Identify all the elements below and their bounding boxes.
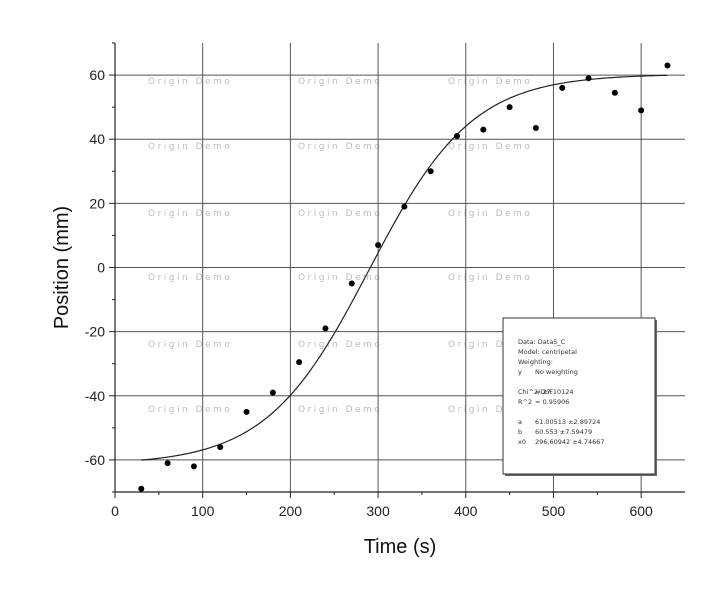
- stats-label: Data: Data5_C: [518, 338, 566, 346]
- x-tick-label: 400: [454, 503, 478, 519]
- stats-label: R^2: [518, 398, 532, 406]
- watermark-text: Origin Demo: [298, 273, 382, 283]
- fit-stats-box: Data: Data5_C Model: centripetal Weighting…: [502, 317, 657, 476]
- stats-value: 60.553 ±7.59479: [535, 428, 592, 436]
- stats-label: Chi^2/DoF: [518, 388, 553, 396]
- stats-label: y: [518, 368, 522, 376]
- watermark-text: Origin Demo: [448, 77, 532, 87]
- stats-value: 61.00513 ±2.89724: [535, 418, 600, 426]
- watermark-text: Origin Demo: [448, 142, 532, 152]
- stats-value: 296.60942 ±4.74667: [535, 438, 605, 446]
- x-tick-label: 100: [191, 503, 215, 519]
- watermark-text: Origin Demo: [448, 405, 532, 415]
- data-point: [348, 280, 355, 287]
- data-point: [217, 444, 224, 451]
- stats-label: x0: [518, 438, 526, 446]
- x-tick-label: 300: [366, 503, 390, 519]
- watermark-text: Origin Demo: [448, 209, 532, 219]
- y-tick-label: 40: [89, 131, 105, 147]
- data-point: [506, 104, 513, 111]
- watermark-layer: Origin Demo Origin Demo Origin Demo Origin …: [148, 77, 532, 415]
- data-point: [322, 325, 329, 332]
- data-point: [164, 460, 171, 467]
- watermark-text: Origin Demo: [298, 340, 382, 350]
- x-tick-label: 0: [111, 503, 119, 519]
- stats-label: Weighting:: [518, 358, 553, 366]
- axes: 0 100 200 300 400 500 600 -60 -40 -20 0 20 40 60: [85, 42, 653, 519]
- watermark-text: Origin Demo: [148, 340, 232, 350]
- y-tick-label: 0: [97, 260, 105, 276]
- data-point: [532, 124, 539, 131]
- data-point: [375, 242, 382, 249]
- watermark-text: Origin Demo: [148, 209, 232, 219]
- y-tick-label: 60: [89, 67, 105, 83]
- stats-label: Model: centripetal: [518, 348, 577, 356]
- data-point: [427, 168, 434, 175]
- watermark-text: Origin Demo: [298, 209, 382, 219]
- data-point: [190, 463, 197, 470]
- stats-value: = 27.10124: [535, 388, 574, 396]
- x-tick-label: 200: [279, 503, 303, 519]
- data-point: [480, 126, 487, 133]
- watermark-text: Origin Demo: [148, 142, 232, 152]
- stats-value: = 0.95906: [535, 398, 569, 406]
- stats-box-frame: [502, 317, 656, 475]
- stats-label: b: [518, 428, 522, 436]
- watermark-text: Origin Demo: [148, 77, 232, 87]
- watermark-text: Origin Demo: [148, 405, 232, 415]
- watermark-text: Origin Demo: [148, 273, 232, 283]
- data-point: [559, 84, 566, 91]
- watermark-text: Origin Demo: [298, 77, 382, 87]
- y-tick-label: -20: [85, 324, 105, 340]
- watermark-text: Origin Demo: [298, 405, 382, 415]
- data-point: [243, 408, 250, 415]
- data-point: [664, 62, 671, 69]
- x-tick-label: 600: [629, 503, 653, 519]
- y-tick-label: -40: [85, 388, 105, 404]
- x-axis-title: Time (s): [364, 536, 437, 558]
- watermark-text: Origin Demo: [448, 273, 532, 283]
- x-tick-label: 500: [542, 503, 566, 519]
- data-points-layer: [138, 62, 671, 492]
- data-point: [269, 389, 276, 396]
- data-point: [638, 107, 645, 114]
- stats-value: No weighting: [535, 368, 578, 376]
- data-point: [401, 203, 408, 210]
- data-point: [138, 485, 145, 492]
- data-point: [296, 359, 303, 366]
- data-point: [454, 133, 460, 140]
- stats-label: a: [518, 418, 522, 426]
- data-point: [585, 75, 592, 82]
- y-tick-label: 20: [89, 195, 105, 211]
- watermark-text: Origin Demo: [448, 340, 532, 350]
- data-point: [611, 89, 618, 96]
- y-tick-label: -60: [85, 452, 105, 468]
- y-axis-title: Position (mm): [51, 206, 73, 329]
- watermark-text: Origin Demo: [298, 142, 382, 152]
